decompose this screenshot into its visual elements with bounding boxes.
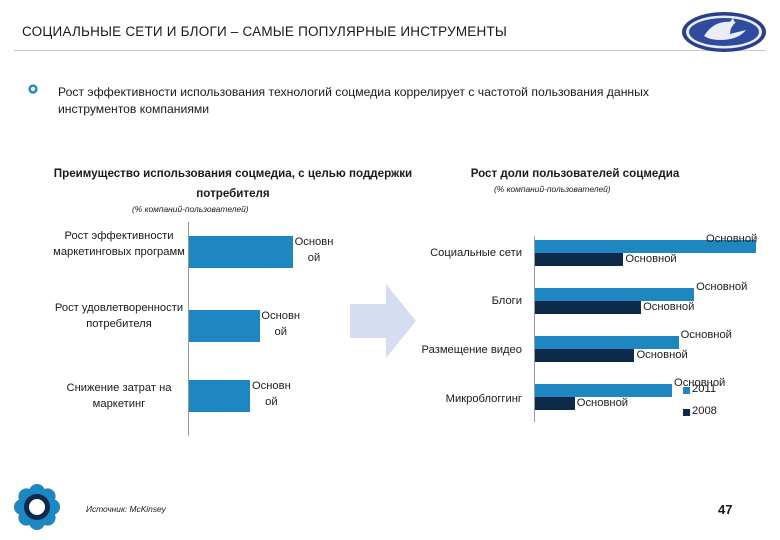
right-category-label: Социальные сети bbox=[430, 247, 522, 259]
legend-label-2011: 2011 bbox=[692, 383, 717, 395]
right-arrow-icon bbox=[350, 284, 416, 358]
right-category-label: Размещение видео bbox=[421, 344, 522, 356]
left-data-label: Основн ой bbox=[261, 310, 301, 338]
right-data-label: Основной bbox=[680, 329, 732, 341]
left-chart-axis bbox=[188, 222, 189, 436]
right-data-label: Основной bbox=[636, 349, 688, 361]
left-category-label: Рост удовлетворенности потребителя bbox=[54, 302, 184, 330]
right-data-label: Основной bbox=[706, 233, 758, 245]
right-bar-2008 bbox=[535, 253, 624, 266]
legend-swatch-2008 bbox=[683, 409, 690, 416]
left-category-label: Рост эффективности маркетинговых програм… bbox=[53, 230, 185, 258]
left-chart-subtitle: (% компаний-пользователей) bbox=[132, 204, 249, 214]
right-chart-subtitle: (% компаний-пользователей) bbox=[494, 184, 611, 194]
right-bar-2008 bbox=[535, 349, 635, 362]
left-bar bbox=[189, 380, 251, 412]
right-category-label: Микроблоггинг bbox=[445, 393, 522, 405]
page-title: СОЦИАЛЬНЫЕ СЕТИ И БЛОГИ – САМЫЕ ПОПУЛЯРН… bbox=[22, 24, 508, 39]
right-bar-2011 bbox=[535, 240, 756, 253]
lada-boat-logo-icon bbox=[682, 12, 766, 52]
left-bar bbox=[189, 310, 260, 342]
left-bar bbox=[189, 236, 293, 268]
right-data-label: Основной bbox=[643, 301, 695, 313]
page-number: 47 bbox=[718, 502, 733, 517]
left-chart-title: Преимущество использования соцмедиа, с ц… bbox=[53, 167, 413, 200]
right-data-label: Основной bbox=[625, 253, 677, 265]
bullet-text: Рост эффективности использования техноло… bbox=[58, 85, 650, 116]
right-data-label: Основной bbox=[674, 377, 726, 389]
source-note: Источник: McKinsey bbox=[86, 504, 166, 514]
right-category-label: Блоги bbox=[491, 295, 522, 307]
right-data-label: Основной bbox=[576, 397, 629, 409]
right-bar-2011 bbox=[535, 384, 673, 397]
left-category-label: Снижение затрат на маркетинг bbox=[66, 382, 172, 410]
right-data-label: Основной bbox=[696, 281, 748, 293]
bullet-icon bbox=[28, 84, 38, 94]
legend-label-2008: 2008 bbox=[692, 405, 717, 417]
left-data-label: Основн ой bbox=[251, 380, 291, 408]
right-chart-axis bbox=[534, 236, 535, 422]
right-bar-2008 bbox=[535, 397, 575, 410]
legend-swatch-2011 bbox=[683, 387, 690, 394]
flower-emblem-icon bbox=[14, 484, 60, 530]
right-bar-2011 bbox=[535, 288, 695, 301]
right-bar-2008 bbox=[535, 301, 642, 314]
right-bar-2011 bbox=[535, 336, 679, 349]
right-chart-title: Рост доли пользователей соцмедиа bbox=[470, 167, 680, 180]
left-data-label: Основн ой bbox=[294, 236, 334, 264]
header-divider bbox=[14, 50, 766, 51]
